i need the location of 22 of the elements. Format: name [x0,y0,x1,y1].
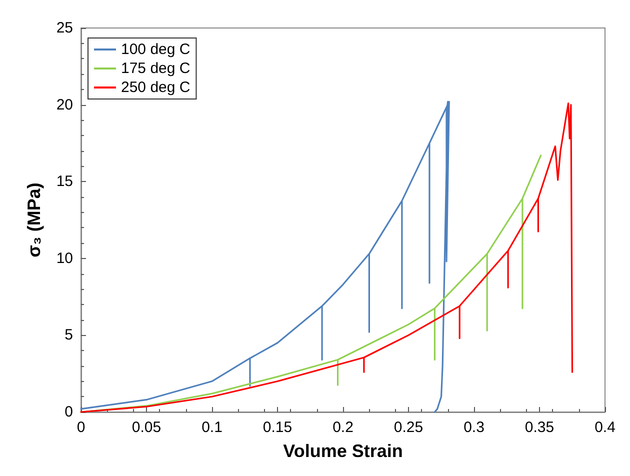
x-tick-label: 0.2 [332,419,354,436]
y-tick-label: 10 [56,250,73,267]
y-axis-title: σ₃ (MPa) [24,182,44,258]
x-tick-label: 0.05 [132,419,162,436]
y-tick-label: 15 [56,173,73,190]
legend-label: 100 deg C [121,41,190,58]
legend-label: 175 deg C [121,60,190,77]
y-tick-label: 0 [64,404,73,420]
x-tick-label: 0.4 [594,419,616,436]
x-tick-label: 0.1 [202,419,222,436]
y-tick-label: 25 [56,20,73,36]
x-tick-label: 0.15 [262,419,292,436]
x-axis-title: Volume Strain [283,441,403,461]
x-tick-label: 0.3 [464,419,484,436]
line-series [80,102,574,413]
x-tick-label: 0.25 [394,419,424,436]
x-tick-label: 0 [76,419,86,436]
x-tick-label: 0.35 [524,419,554,436]
legend-label: 250 deg C [121,79,190,96]
y-tick-label: 5 [64,326,73,344]
y-tick-label: 20 [56,96,73,114]
line-series [80,100,450,413]
